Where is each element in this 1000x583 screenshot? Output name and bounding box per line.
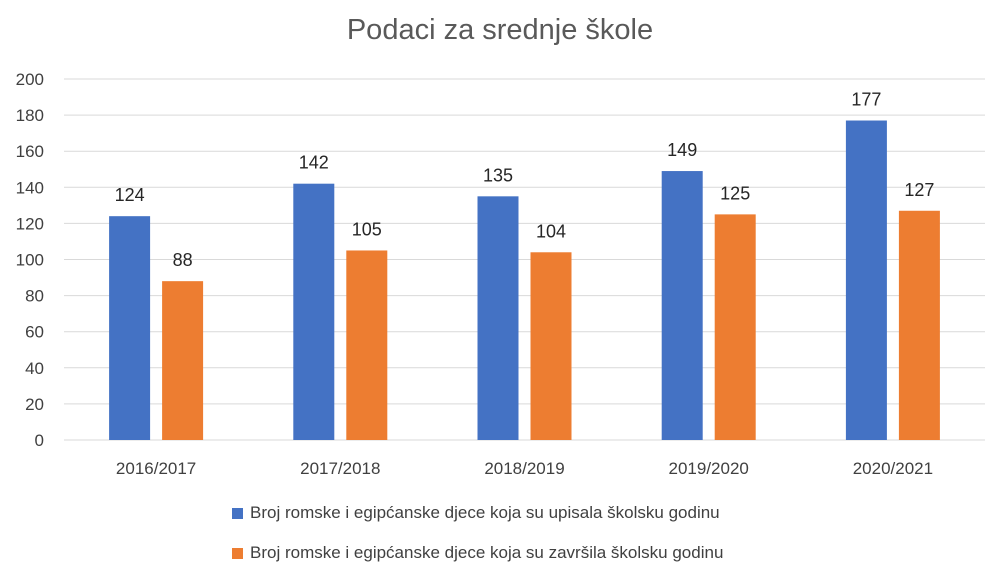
legend-swatch-completed xyxy=(232,547,243,559)
bar-enrolled xyxy=(477,196,519,440)
data-label: 142 xyxy=(299,153,329,173)
data-label: 124 xyxy=(115,185,145,205)
y-tick-label: 0 xyxy=(35,431,44,450)
y-tick-label: 160 xyxy=(16,142,44,161)
y-tick-label: 200 xyxy=(16,70,44,89)
data-label: 104 xyxy=(536,221,566,241)
bar-enrolled xyxy=(661,171,703,440)
bar-enrolled xyxy=(109,216,151,440)
data-label: 177 xyxy=(851,90,881,110)
legend-item-enrolled: Broj romske i egipćanske djece koja su u… xyxy=(232,503,720,523)
bar-completed xyxy=(162,281,204,440)
x-tick-label: 2019/2020 xyxy=(669,459,749,478)
y-tick-label: 120 xyxy=(16,214,44,233)
y-tick-label: 180 xyxy=(16,106,44,125)
x-tick-label: 2018/2019 xyxy=(484,459,564,478)
bar-completed xyxy=(714,214,756,440)
legend-label-enrolled: Broj romske i egipćanske djece koja su u… xyxy=(250,503,720,522)
data-label: 105 xyxy=(352,219,382,239)
chart-title: Podaci za srednje škole xyxy=(346,14,654,46)
y-tick-label: 80 xyxy=(25,287,44,306)
y-tick-label: 140 xyxy=(16,178,44,197)
legend-swatch-enrolled xyxy=(232,507,243,519)
bar-completed xyxy=(898,210,940,440)
legend-item-completed: Broj romske i egipćanske djece koja su z… xyxy=(232,543,723,563)
y-tick-label: 100 xyxy=(16,251,44,270)
y-tick-label: 20 xyxy=(25,395,44,414)
data-label: 149 xyxy=(667,140,697,160)
data-label: 135 xyxy=(483,165,513,185)
data-label: 127 xyxy=(904,180,934,200)
data-label: 88 xyxy=(173,250,193,270)
y-tick-label: 40 xyxy=(25,359,44,378)
y-tick-label: 60 xyxy=(25,323,44,342)
bar-completed xyxy=(346,250,388,440)
bar-enrolled xyxy=(845,120,887,440)
legend-label-completed: Broj romske i egipćanske djece koja su z… xyxy=(250,543,724,562)
data-label: 125 xyxy=(720,183,750,203)
x-tick-label: 2017/2018 xyxy=(300,459,380,478)
x-tick-label: 2016/2017 xyxy=(116,459,196,478)
bar-enrolled xyxy=(293,183,335,440)
x-tick-label: 2020/2021 xyxy=(853,459,933,478)
bar-completed xyxy=(530,252,572,440)
